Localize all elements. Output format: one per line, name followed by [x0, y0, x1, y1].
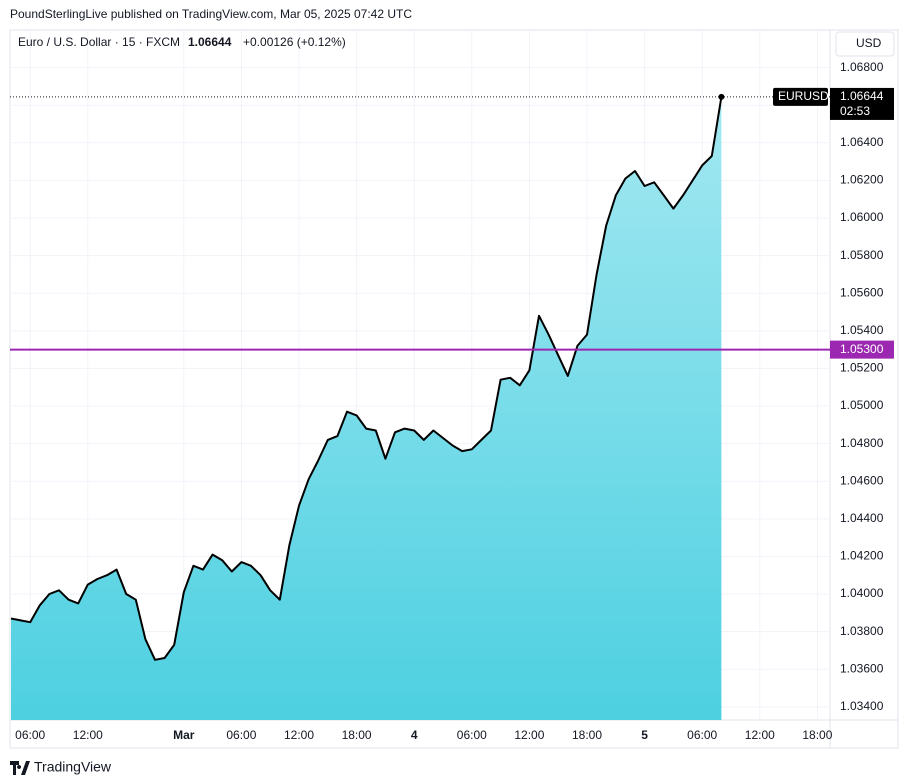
y-tick-label: 1.05400: [840, 323, 884, 337]
symbol-badge: [773, 87, 828, 106]
x-tick-label: 18:00: [342, 728, 372, 742]
x-tick-label: 12:00: [745, 728, 775, 742]
legend-instrument: Euro / U.S. Dollar · 15 · FXCM: [18, 35, 180, 49]
y-tick-label: 1.05200: [840, 361, 884, 375]
x-tick-label: 18:00: [572, 728, 602, 742]
published-note: PoundSterlingLive published on TradingVi…: [10, 7, 412, 21]
price-label: 1.06644: [840, 89, 884, 103]
x-tick-label: 06:00: [687, 728, 717, 742]
area-fill: [11, 96, 722, 720]
price-line: [10, 96, 723, 661]
level-label: 1.05300: [840, 342, 884, 356]
x-tick-label: 12:00: [514, 728, 544, 742]
symbol-label: EURUSD: [778, 89, 829, 103]
x-tick-label: 06:00: [15, 728, 45, 742]
y-tick-label: 1.04400: [840, 511, 884, 525]
y-tick-label: 1.03800: [840, 624, 884, 638]
y-tick-label: 1.03400: [840, 699, 884, 713]
x-tick-label: Mar: [173, 728, 195, 742]
x-tick-label: 4: [411, 728, 418, 742]
y-tick-label: 1.04200: [840, 549, 884, 563]
y-tick-label: 1.04000: [840, 586, 884, 600]
logo: [10, 761, 30, 775]
y-tick-label: 1.06400: [840, 135, 884, 149]
y-tick-label: 1.05000: [840, 398, 884, 412]
x-tick-label: 5: [641, 728, 648, 742]
x-tick-label: 12:00: [73, 728, 103, 742]
y-tick-label: 1.06200: [840, 173, 884, 187]
y-tick-label: 1.06000: [840, 210, 884, 224]
x-tick-label: 12:00: [284, 728, 314, 742]
countdown-label: 02:53: [840, 104, 870, 118]
price-badge: [830, 87, 894, 120]
y-tick-label: 1.06800: [840, 60, 884, 74]
x-tick-label: 18:00: [802, 728, 832, 742]
y-tick-label: 1.03600: [840, 661, 884, 675]
currency-button[interactable]: [835, 31, 895, 57]
brand: TradingView: [10, 759, 112, 775]
brand-name: TradingView: [34, 759, 112, 775]
legend-change: +0.00126 (+0.12%): [243, 35, 346, 49]
x-tick-label: 06:00: [457, 728, 487, 742]
y-tick-label: 1.05600: [840, 285, 884, 299]
currency[interactable]: USD: [856, 36, 882, 50]
level-badge: [830, 340, 894, 359]
last-point: [718, 93, 725, 100]
chart-frame: [9, 29, 899, 749]
x-tick-label: 06:00: [226, 728, 256, 742]
y-tick-label: 1.05800: [840, 248, 884, 262]
y-tick-label: 1.04800: [840, 436, 884, 450]
legend-last: 1.06644: [188, 35, 232, 49]
y-tick-label: 1.04600: [840, 473, 884, 487]
